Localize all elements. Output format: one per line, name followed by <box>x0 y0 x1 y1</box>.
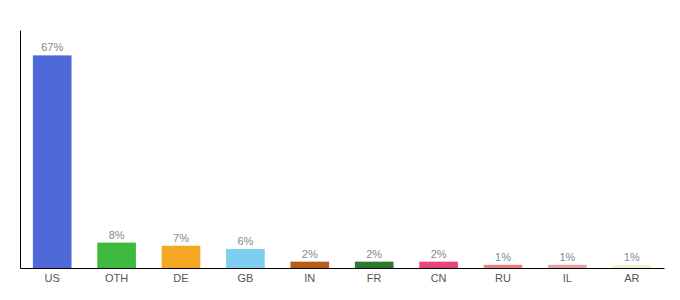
x-tick-label: DE <box>173 272 188 284</box>
x-tick-label: GB <box>237 272 253 284</box>
x-tick: AR <box>624 268 639 284</box>
x-tick-label: OTH <box>105 272 128 284</box>
x-tick-label: RU <box>495 272 511 284</box>
data-label: 2% <box>302 248 318 260</box>
chart: US OTH DE GB IN FR CN RU IL AR 67% 8% 7% 6% 2% 2% 2% 1% 1%… <box>0 0 680 300</box>
x-tick: CN <box>431 268 447 284</box>
data-label: 1% <box>624 251 640 263</box>
x-tick: IL <box>563 268 572 284</box>
bar <box>33 55 72 268</box>
y-axis <box>20 31 21 269</box>
x-tick: GB <box>237 268 253 284</box>
x-tick: OTH <box>105 268 128 284</box>
bar <box>162 246 201 268</box>
x-tick: US <box>45 268 60 284</box>
bar <box>97 243 136 268</box>
data-label: 1% <box>559 251 575 263</box>
x-tick-label: IL <box>563 272 572 284</box>
data-labels: 67% 8% 7% 6% 2% 2% 2% 1% 1% 1% <box>41 41 640 262</box>
data-label: 2% <box>366 248 382 260</box>
y-axis-line <box>20 31 21 269</box>
bar <box>548 265 587 268</box>
x-tick-label: AR <box>624 272 639 284</box>
x-tick: RU <box>495 268 511 284</box>
x-tick-label: CN <box>431 272 447 284</box>
bar <box>484 265 523 268</box>
data-label: 8% <box>109 229 125 241</box>
data-label: 2% <box>431 248 447 260</box>
data-label: 1% <box>495 251 511 263</box>
x-tick-label: US <box>45 272 60 284</box>
data-label: 6% <box>237 235 253 247</box>
x-tick: IN <box>304 268 315 284</box>
x-axis-line <box>21 268 665 269</box>
bar <box>612 265 651 268</box>
x-axis: US OTH DE GB IN FR CN RU IL AR <box>21 268 665 284</box>
data-label: 7% <box>173 232 189 244</box>
data-label: 67% <box>41 41 63 53</box>
bar <box>226 249 265 268</box>
plot-area: US OTH DE GB IN FR CN RU IL AR 67% 8% 7% 6% 2% 2% 2% 1% 1%… <box>21 31 665 284</box>
x-tick-label: IN <box>304 272 315 284</box>
bars <box>33 55 651 268</box>
x-tick: FR <box>367 268 382 284</box>
x-tick-label: FR <box>367 272 382 284</box>
x-tick: DE <box>173 268 188 284</box>
bar <box>290 262 329 268</box>
bar <box>355 262 394 268</box>
bar <box>419 262 458 268</box>
